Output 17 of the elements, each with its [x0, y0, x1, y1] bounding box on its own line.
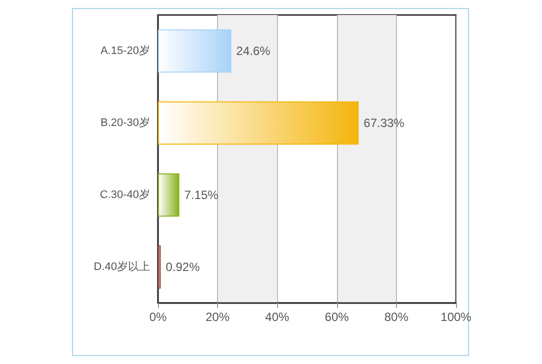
bar — [158, 29, 232, 73]
data-label: 0.92% — [166, 260, 200, 274]
x-tick-label: 60% — [324, 310, 350, 324]
data-label: 24.6% — [236, 44, 271, 58]
data-label: 7.15% — [184, 188, 219, 202]
bar — [158, 173, 180, 217]
x-tick-label: 100% — [440, 310, 472, 324]
y-tick-label: A.15-20岁 — [100, 45, 150, 57]
bar — [158, 101, 359, 145]
x-tick-label: 40% — [265, 310, 290, 324]
y-tick-label: C.30-40岁 — [100, 189, 150, 201]
x-tick-label: 20% — [206, 310, 230, 324]
data-label: 67.33% — [364, 116, 405, 130]
x-tick-label: 80% — [384, 310, 409, 324]
y-tick-label: D.40岁以上 — [94, 260, 150, 273]
y-tick-label: B.20-30岁 — [100, 117, 150, 129]
x-tick-label: 0% — [149, 310, 167, 324]
